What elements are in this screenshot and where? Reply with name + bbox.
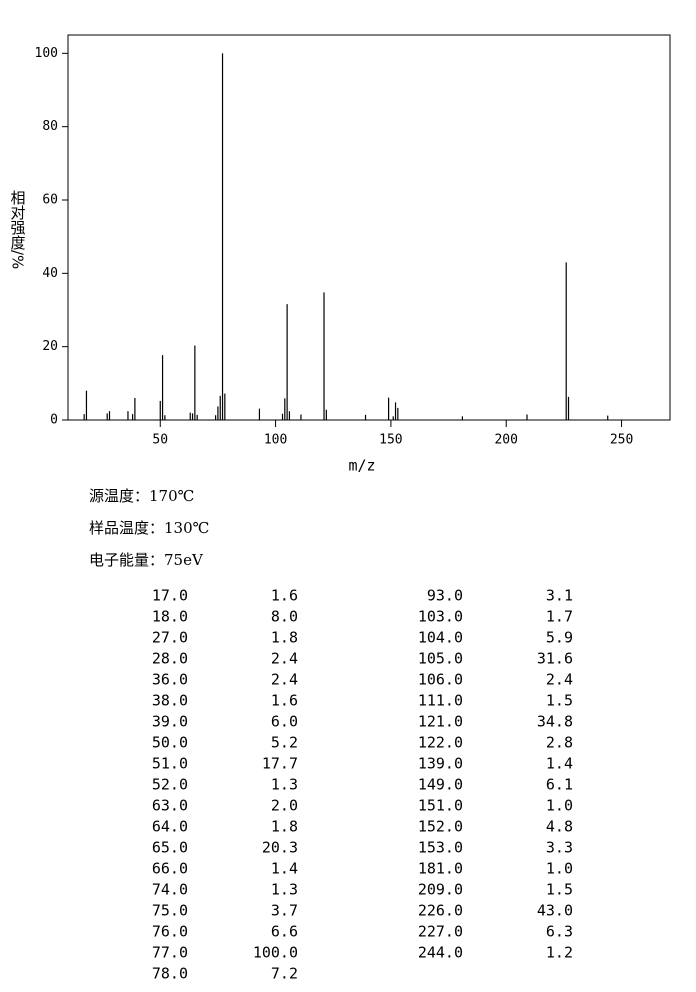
table-intensity: 1.4 <box>546 755 573 773</box>
table-mz: 139.0 <box>418 755 463 773</box>
x-tick-label: 50 <box>152 433 168 448</box>
table-mz: 151.0 <box>418 797 463 815</box>
table-intensity: 1.5 <box>546 692 573 710</box>
table-mz: 105.0 <box>418 650 463 668</box>
table-intensity: 3.7 <box>271 902 298 920</box>
plot-frame <box>67 34 671 421</box>
table-intensity: 1.8 <box>271 629 298 647</box>
table-intensity: 1.5 <box>546 881 573 899</box>
table-intensity: 6.0 <box>271 713 298 731</box>
table-intensity: 20.3 <box>262 839 298 857</box>
table-mz: 52.0 <box>152 776 188 794</box>
table-intensity: 1.3 <box>271 881 298 899</box>
table-mz: 122.0 <box>418 734 463 752</box>
table-intensity: 2.8 <box>546 734 573 752</box>
info-line: 电子能量：75eV <box>89 551 204 569</box>
table-intensity: 6.3 <box>546 923 573 941</box>
table-mz: 38.0 <box>152 692 188 710</box>
table-intensity: 1.2 <box>546 944 573 962</box>
y-tick-label: 100 <box>35 46 58 61</box>
x-axis-label: m/z <box>348 457 375 475</box>
table-mz: 111.0 <box>418 692 463 710</box>
table-intensity: 31.6 <box>537 650 573 668</box>
table-intensity: 1.6 <box>271 692 298 710</box>
table-intensity: 6.6 <box>271 923 298 941</box>
y-tick-label: 80 <box>42 119 58 134</box>
table-mz: 75.0 <box>152 902 188 920</box>
table-mz: 209.0 <box>418 881 463 899</box>
table-mz: 50.0 <box>152 734 188 752</box>
table-mz: 153.0 <box>418 839 463 857</box>
table-intensity: 1.3 <box>271 776 298 794</box>
table-mz: 74.0 <box>152 881 188 899</box>
table-mz: 244.0 <box>418 944 463 962</box>
table-mz: 181.0 <box>418 860 463 878</box>
table-mz: 17.0 <box>152 587 188 605</box>
y-tick-label: 20 <box>42 339 58 354</box>
table-intensity: 1.7 <box>546 608 573 626</box>
table-intensity: 17.7 <box>262 755 298 773</box>
table-intensity: 1.8 <box>271 818 298 836</box>
table-mz: 28.0 <box>152 650 188 668</box>
table-mz: 27.0 <box>152 629 188 647</box>
table-mz: 66.0 <box>152 860 188 878</box>
table-mz: 152.0 <box>418 818 463 836</box>
table-mz: 106.0 <box>418 671 463 689</box>
y-axis-label: 相对强度/% <box>9 190 27 269</box>
info-line: 样品温度：130℃ <box>89 519 209 537</box>
table-intensity: 5.2 <box>271 734 298 752</box>
table-intensity: 4.8 <box>546 818 573 836</box>
table-intensity: 2.0 <box>271 797 298 815</box>
y-tick-label: 60 <box>42 193 58 208</box>
table-mz: 103.0 <box>418 608 463 626</box>
x-tick-label: 200 <box>494 433 517 448</box>
table-intensity: 1.4 <box>271 860 298 878</box>
table-mz: 51.0 <box>152 755 188 773</box>
table-mz: 77.0 <box>152 944 188 962</box>
table-mz: 63.0 <box>152 797 188 815</box>
table-intensity: 7.2 <box>271 965 298 983</box>
table-intensity: 1.0 <box>546 797 573 815</box>
table-mz: 64.0 <box>152 818 188 836</box>
table-intensity: 43.0 <box>537 902 573 920</box>
table-mz: 36.0 <box>152 671 188 689</box>
x-tick-label: 100 <box>264 433 287 448</box>
table-mz: 18.0 <box>152 608 188 626</box>
table-intensity: 1.6 <box>271 587 298 605</box>
table-intensity: 5.9 <box>546 629 573 647</box>
table-intensity: 2.4 <box>546 671 573 689</box>
x-tick-label: 250 <box>610 433 633 448</box>
table-intensity: 3.3 <box>546 839 573 857</box>
table-mz: 149.0 <box>418 776 463 794</box>
table-mz: 78.0 <box>152 965 188 983</box>
table-mz: 104.0 <box>418 629 463 647</box>
x-tick-label: 150 <box>379 433 402 448</box>
table-intensity: 34.8 <box>537 713 573 731</box>
table-mz: 121.0 <box>418 713 463 731</box>
table-mz: 65.0 <box>152 839 188 857</box>
table-intensity: 2.4 <box>271 650 298 668</box>
table-intensity: 3.1 <box>546 587 573 605</box>
table-intensity: 8.0 <box>271 608 298 626</box>
info-line: 源温度：170℃ <box>89 487 194 505</box>
table-mz: 93.0 <box>427 587 463 605</box>
table-intensity: 1.0 <box>546 860 573 878</box>
table-mz: 39.0 <box>152 713 188 731</box>
table-mz: 226.0 <box>418 902 463 920</box>
y-tick-label: 0 <box>50 413 58 428</box>
table-intensity: 2.4 <box>271 671 298 689</box>
table-mz: 76.0 <box>152 923 188 941</box>
y-tick-label: 40 <box>42 266 58 281</box>
table-mz: 227.0 <box>418 923 463 941</box>
table-intensity: 6.1 <box>546 776 573 794</box>
table-intensity: 100.0 <box>253 944 298 962</box>
